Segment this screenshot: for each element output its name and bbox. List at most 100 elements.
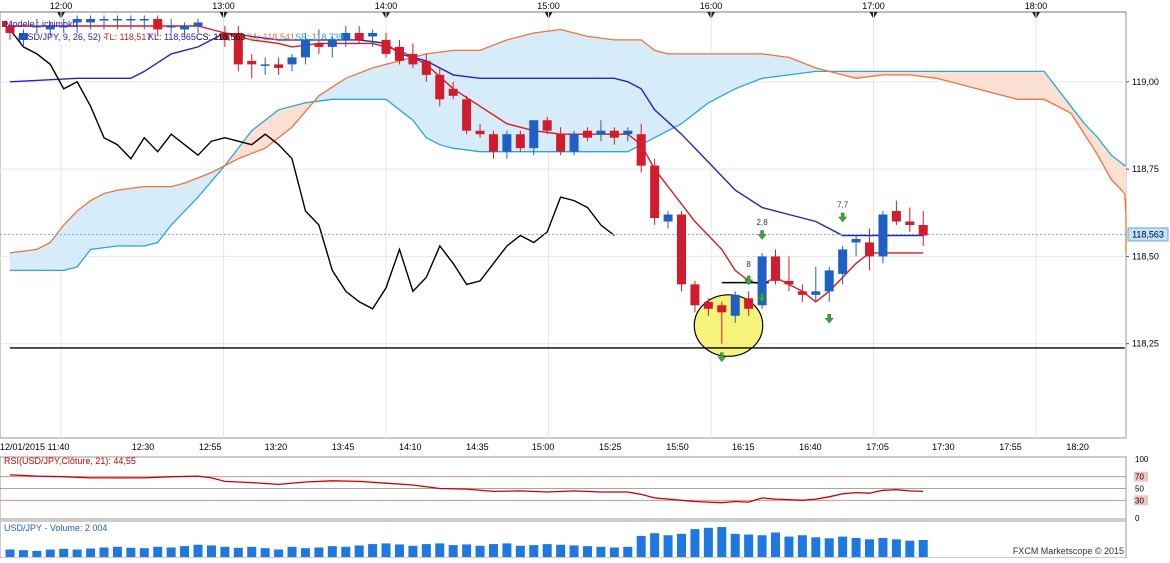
cloud-slice [973,71,978,90]
candle-body [475,130,485,135]
candle-body [515,134,525,149]
cloud-slice [701,53,706,109]
cloud-slice [63,221,68,271]
footer-credit: FXCM Marketscope © 2015 [1013,546,1124,556]
volume-bar [341,546,351,557]
cloud-slice [288,106,293,131]
cloud-slice [134,187,138,247]
tenkan-line [10,25,924,303]
legend-sa: SA: 118,541 [246,32,295,42]
candle-body [609,130,619,138]
cloud-slice [40,245,44,271]
cloud-slice [355,72,360,100]
candle-body [368,32,378,37]
cloud-slice [416,55,420,130]
candles [5,15,928,344]
cloud-slice [775,55,780,77]
candle-body [811,291,821,295]
cloud-slice [174,184,179,223]
cloud-slice [29,249,34,271]
cloud-slice [375,65,380,100]
volume-bar [891,539,901,557]
cloud-slice [714,53,719,100]
volume-bar [368,544,378,557]
cloud-slice [634,39,639,149]
candle-body [435,74,445,100]
volume-bar [126,547,136,557]
volume-bar [757,535,767,557]
volume-bar [542,544,552,557]
cloud-slice [342,77,346,100]
cloud-slice [123,188,128,247]
volume-bar [703,527,713,557]
price-tick-label: 118,75 [1132,164,1159,174]
cloud-slice [681,53,686,125]
cloud-slice [160,186,165,239]
volume-bar [166,547,176,557]
cloud-slice [980,71,984,91]
candle-body [72,18,82,23]
cloud-slice [285,106,289,133]
cloud-slice [36,247,41,271]
cloud-slice [268,114,273,146]
candle-body [918,225,928,236]
cloud-slice [479,48,484,152]
candle-body [703,301,713,309]
volume-bar [300,548,310,557]
cloud-slice [647,44,652,142]
cloud-slice [751,53,756,83]
candle-body [771,256,781,281]
volume-bar [59,548,69,557]
volume-bar [5,549,15,557]
cloud-slice [395,60,400,111]
cloud-slice [741,53,746,87]
last-price-label: 118,563 [1132,229,1164,239]
candle-body [32,25,42,28]
volume-bar [596,546,606,557]
volume-bar [180,546,190,557]
candle-body [112,18,122,21]
top-time-label-2: 14:00 [375,1,398,11]
cloud-slice [181,182,185,216]
volume-bar [865,539,875,557]
cloud-slice [19,250,24,271]
pattern-count-label: 2,8 [757,218,769,227]
cloud-slice [26,250,31,271]
cloud-slice [50,237,54,271]
cloud-slice [76,208,81,268]
price-tick-label: 118,50 [1132,251,1159,261]
cloud-slice [996,71,1001,96]
cloud-slice [1027,71,1031,100]
top-time-label-0: 12:00 [50,1,73,11]
rsi-tick-label: 100 [1135,455,1149,464]
cloud-slice [100,193,105,249]
cloud-slice [147,186,152,246]
cloud-slice [110,190,115,248]
cloud-slice [170,185,175,226]
cloud-slice [755,53,759,82]
cloud-slice [768,54,773,78]
candle-body [502,134,512,152]
volume-bar [797,535,807,557]
candle-body [690,284,700,306]
cloud-slice [694,53,699,114]
volume-bar [327,546,337,557]
cloud-slice [1037,71,1041,100]
rsi-title: RSI(USD/JPY,Clôture, 21): 44,55 [4,456,136,466]
candle-body [381,39,391,54]
cloud-slice [452,50,457,149]
candle-body [623,130,633,135]
volume-bar [462,544,472,557]
cloud-slice [771,54,776,78]
cloud-slice [956,71,961,85]
cloud-slice [1006,71,1011,98]
top-time-axis: 12:00 13:00 14:00 15:00 16:00 17:00 18:00 [50,1,1047,19]
cloud-slice [644,42,649,144]
cloud-slice [1017,71,1021,100]
cloud-slice [745,53,749,86]
rsi-tick-label: 70 [1135,473,1144,482]
volume-bar [582,546,592,557]
volume-bar [206,545,216,557]
volume-bar [918,540,928,557]
cloud-slice [113,189,118,247]
